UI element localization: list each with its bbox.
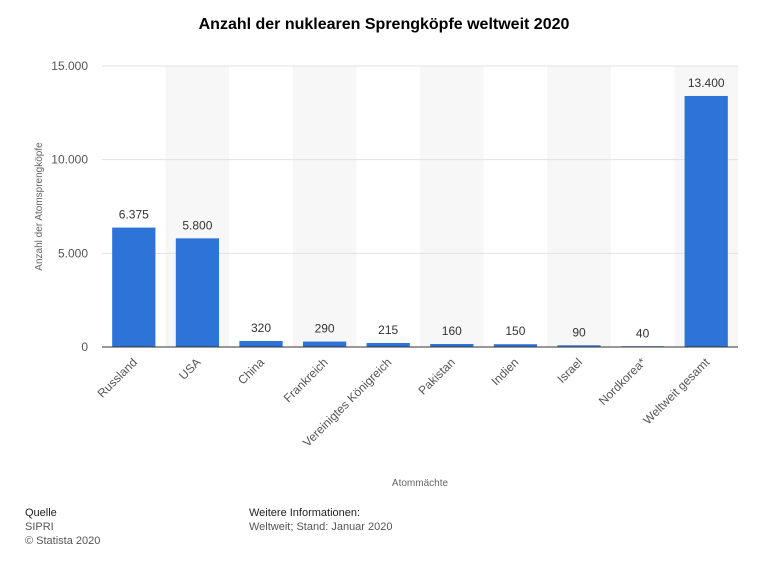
y-tick-label: 5.000 bbox=[58, 246, 88, 260]
bar[interactable] bbox=[493, 344, 538, 347]
x-tick-label: Russland bbox=[95, 355, 140, 400]
y-tick-label: 15.000 bbox=[51, 59, 88, 73]
data-label: 13.400 bbox=[688, 76, 725, 90]
background-band bbox=[420, 66, 484, 347]
x-tick-label: Israel bbox=[554, 355, 585, 386]
x-tick-label: Pakistan bbox=[415, 355, 457, 397]
data-label: 40 bbox=[636, 326, 650, 340]
data-label: 5.800 bbox=[182, 218, 212, 232]
bar[interactable] bbox=[430, 344, 474, 347]
chart-title: Anzahl der nuklearen Sprengköpfe weltwei… bbox=[198, 16, 570, 33]
data-label: 215 bbox=[378, 323, 398, 337]
bar[interactable] bbox=[557, 345, 601, 347]
x-tick-label: Nordkorea* bbox=[596, 355, 649, 408]
background-bands bbox=[165, 66, 738, 347]
bars bbox=[112, 95, 728, 348]
x-tick-label: Indien bbox=[488, 355, 521, 388]
background-band bbox=[292, 66, 357, 347]
info-heading: Weitere Informationen: bbox=[249, 507, 361, 519]
data-label: 160 bbox=[442, 324, 462, 338]
bar[interactable] bbox=[175, 238, 220, 347]
y-tick-label: 0 bbox=[81, 340, 88, 354]
data-label: 150 bbox=[505, 324, 525, 338]
source-heading: Quelle bbox=[25, 507, 57, 519]
x-axis-title: Atommächte bbox=[392, 478, 449, 489]
data-label: 290 bbox=[315, 322, 335, 336]
value-labels: 6.375 5.800 320 290 215 160 150 90 40 13.400 bbox=[119, 76, 725, 340]
copyright-text: © Statista 2020 bbox=[25, 535, 101, 547]
bar[interactable] bbox=[684, 95, 728, 348]
x-tick-label: China bbox=[235, 355, 267, 387]
y-tick-label: 10.000 bbox=[51, 153, 88, 167]
source-block: Quelle SIPRI © Statista 2020 bbox=[25, 506, 100, 548]
bar[interactable] bbox=[239, 341, 283, 347]
x-tick-label: Frankreich bbox=[281, 355, 331, 405]
x-tick-label: USA bbox=[176, 355, 203, 382]
y-axis-ticks: 0 5.000 10.000 15.000 bbox=[51, 59, 88, 354]
info-text: Weltweit; Stand: Januar 2020 bbox=[249, 521, 393, 533]
data-label: 90 bbox=[572, 325, 586, 339]
info-block: Weitere Informationen: Weltweit; Stand: … bbox=[249, 506, 393, 534]
data-label: 320 bbox=[251, 321, 271, 335]
bar[interactable] bbox=[302, 341, 347, 347]
data-label: 6.375 bbox=[119, 208, 149, 222]
source-text: SIPRI bbox=[25, 521, 54, 533]
x-tick-label: Weltweit gesamt bbox=[640, 355, 712, 427]
bar[interactable] bbox=[112, 227, 156, 347]
bar[interactable] bbox=[366, 342, 410, 347]
background-band bbox=[547, 66, 611, 347]
y-axis-title: Anzahl der Atomsprengköpfe bbox=[34, 142, 45, 271]
